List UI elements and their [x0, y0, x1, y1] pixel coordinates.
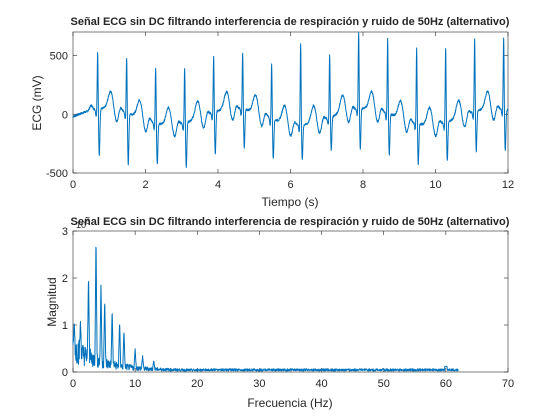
y-tick-label: 0	[62, 109, 68, 121]
subplot-ecg-spectrum: 105 Señal ECG sin DC filtrando interfere…	[45, 216, 514, 410]
axes-box-ecg-time	[72, 31, 509, 174]
series-line-ecg	[72, 32, 509, 168]
x-tick-label: 30	[253, 378, 265, 390]
x-tick-label: 0	[70, 378, 76, 390]
y-exponent-label: 105	[76, 219, 90, 230]
x-tick-label: 12	[502, 179, 514, 191]
xticks-ecg-spectrum: 0 10 20 30 40 50 60 70	[70, 231, 514, 390]
y-tick-label: 3	[62, 226, 68, 238]
y-tick-label: 2	[62, 273, 68, 285]
x-tick-label: 0	[70, 179, 76, 191]
x-tick-label: 2	[142, 179, 148, 191]
x-tick-label: 8	[360, 179, 366, 191]
x-tick-label: 10	[129, 378, 141, 390]
ylabel-ecg-time: ECG (mV)	[30, 75, 44, 130]
subplot-ecg-time: Señal ECG sin DC filtrando interferencia…	[30, 16, 514, 209]
xlabel-ecg-spectrum: Frecuencia (Hz)	[247, 396, 332, 410]
x-tick-label: 6	[287, 179, 293, 191]
yticks-ecg-spectrum: 0 1 2 3	[62, 226, 508, 379]
title-ecg-spectrum: Señal ECG sin DC filtrando interferencia…	[71, 216, 510, 228]
x-tick-label: 4	[215, 179, 221, 191]
x-tick-label: 50	[378, 378, 390, 390]
x-tick-label: 60	[440, 378, 452, 390]
series-line-spectrum	[72, 246, 459, 372]
x-tick-label: 20	[191, 378, 203, 390]
x-tick-label: 40	[315, 378, 327, 390]
y-tick-label: 500	[50, 51, 68, 63]
xticks-ecg-time: 0 2 4 6 8 10 12	[70, 32, 514, 191]
y-tick-label: -500	[46, 168, 68, 180]
yticks-ecg-time: -500 0 500	[46, 51, 508, 180]
ylabel-ecg-spectrum: Magnitud	[45, 277, 59, 326]
axes-box-ecg-spectrum	[72, 230, 509, 373]
xlabel-ecg-time: Tiempo (s)	[262, 195, 319, 209]
title-ecg-time: Señal ECG sin DC filtrando interferencia…	[71, 16, 510, 28]
x-tick-label: 10	[429, 179, 441, 191]
y-tick-label: 0	[62, 367, 68, 379]
x-tick-label: 70	[502, 378, 514, 390]
y-tick-label: 1	[62, 320, 68, 332]
